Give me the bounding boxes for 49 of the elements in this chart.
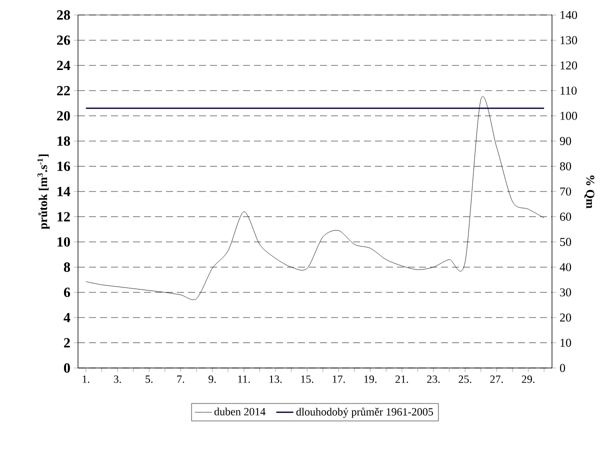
y2-tick-label: 110 [560,86,577,95]
y-tick-label: 12 [58,212,70,222]
y2-tick-label: 40 [560,263,572,272]
y-tick-label: 26 [57,36,70,45]
y-tick-label: 10 [58,237,70,247]
x-tick-label: 11. [238,376,250,383]
y-tick-label: 6 [64,288,70,298]
x-tick-label: 9. [208,376,216,383]
y-tick-label: 22 [57,86,70,96]
y2-tick-label: 130 [560,36,578,44]
x-tick-label: 5. [146,376,153,383]
x-tick-label: 3. [114,376,121,383]
x-tick-label: 19. [364,376,376,383]
legend-label: duben 2014 [214,408,266,416]
y2-tick-label: 0 [560,364,566,372]
y-tick-label: 8 [64,262,70,272]
y-tick-label: 28 [57,10,70,20]
y2-axis-title: % Qm [584,176,594,208]
y2-tick-label: 70 [560,187,572,196]
y2-tick-label: 90 [560,137,572,146]
y-tick-label: 24 [57,60,70,70]
x-tick-label: 27. [490,376,503,383]
y2-tick-label: 100 [560,112,578,120]
x-tick-label: 13. [270,376,282,383]
x-tick-label: 1. [82,376,90,383]
x-tick-label: 23. [427,376,440,383]
y2-tick-label: 60 [560,212,572,221]
y-tick-label: 16 [58,162,70,171]
x-tick-label: 25. [458,376,472,383]
x-tick-label: 15. [301,376,314,383]
y2-tick-label: 10 [560,338,572,347]
y-tick-label: 4 [64,312,70,322]
x-tick-label: 21. [396,376,408,383]
y-tick-label: 20 [57,111,70,121]
y2-tick-label: 30 [560,288,572,296]
y-tick-label: 18 [58,136,70,146]
x-tick-label: 29. [522,376,534,383]
x-tick-label: 17. [332,376,345,383]
y-tick-label: 0 [64,363,70,373]
y2-tick-label: 20 [560,314,572,322]
y-tick-label: 14 [58,186,70,196]
x-tick-label: 7. [177,376,184,383]
y-axis-title: průtok [m$^{3}$.s$^{-1}$] [37,154,50,230]
y-tick-label: 2 [64,338,70,348]
y2-tick-label: 140 [560,10,578,20]
y2-tick-label: 80 [560,162,572,170]
y2-tick-label: 120 [560,61,578,70]
legend-label: dlouhodobý průměr 1961-2005 [296,407,433,418]
y2-tick-label: 50 [560,238,572,246]
